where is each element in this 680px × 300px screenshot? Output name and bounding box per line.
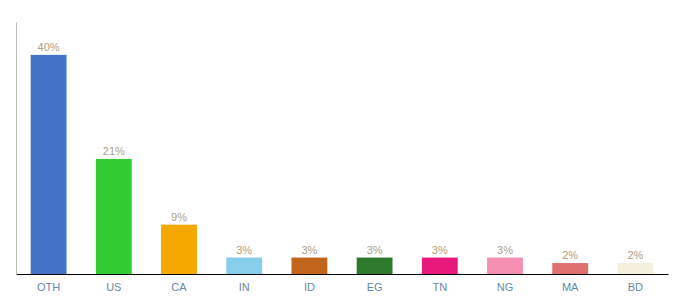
chart: OTH US CA IN ID EG TN NG MA BD 40% 21% 9% 3% 3% 3% 3% 3% 2…: [0, 0, 680, 300]
x-tick-label: IN: [239, 281, 250, 293]
x-tick-label: MA: [562, 281, 579, 293]
x-tick: US: [106, 281, 121, 293]
data-label: 3%: [301, 244, 317, 256]
x-tick-label: US: [106, 281, 121, 293]
x-tick: TN: [432, 281, 447, 293]
data-label: 2%: [562, 249, 578, 261]
data-label: 3%: [497, 244, 513, 256]
data-label: 2%: [627, 249, 643, 261]
x-tick-label: EG: [367, 281, 383, 293]
x-tick-label: CA: [171, 281, 187, 293]
x-tick: EG: [367, 281, 383, 293]
bar: [31, 55, 67, 274]
x-tick-label: ID: [304, 281, 315, 293]
x-tick-label: OTH: [37, 281, 60, 293]
x-tick-label: BD: [628, 281, 643, 293]
x-axis-line: [17, 274, 669, 275]
bar: [422, 258, 458, 274]
data-label: 9%: [171, 211, 187, 223]
x-tick: MA: [562, 281, 579, 293]
x-tick: IN: [239, 281, 250, 293]
data-label: 3%: [236, 244, 252, 256]
x-tick-label: NG: [497, 281, 514, 293]
bar: [291, 258, 327, 274]
bar: [357, 258, 393, 274]
x-tick: NG: [497, 281, 514, 293]
x-axis: OTH US CA IN ID EG TN NG MA BD: [17, 275, 669, 293]
x-tick: ID: [304, 281, 315, 293]
bar: [487, 258, 523, 274]
bar: [552, 263, 588, 274]
x-tick-label: TN: [432, 281, 447, 293]
data-label: 3%: [367, 244, 383, 256]
data-label: 3%: [432, 244, 448, 256]
x-tick: OTH: [37, 281, 60, 293]
y-axis: [16, 23, 17, 275]
data-label: 21%: [103, 145, 125, 157]
bar: [226, 258, 262, 274]
bars: [31, 55, 654, 274]
data-labels: 40% 21% 9% 3% 3% 3% 3% 3% 2% 2%: [38, 41, 644, 261]
data-label: 40%: [38, 41, 60, 53]
bar: [161, 225, 197, 274]
bar: [96, 159, 132, 274]
y-axis-line: [16, 23, 17, 275]
x-tick: BD: [628, 281, 643, 293]
x-tick: CA: [171, 281, 187, 293]
bar: [617, 263, 653, 274]
